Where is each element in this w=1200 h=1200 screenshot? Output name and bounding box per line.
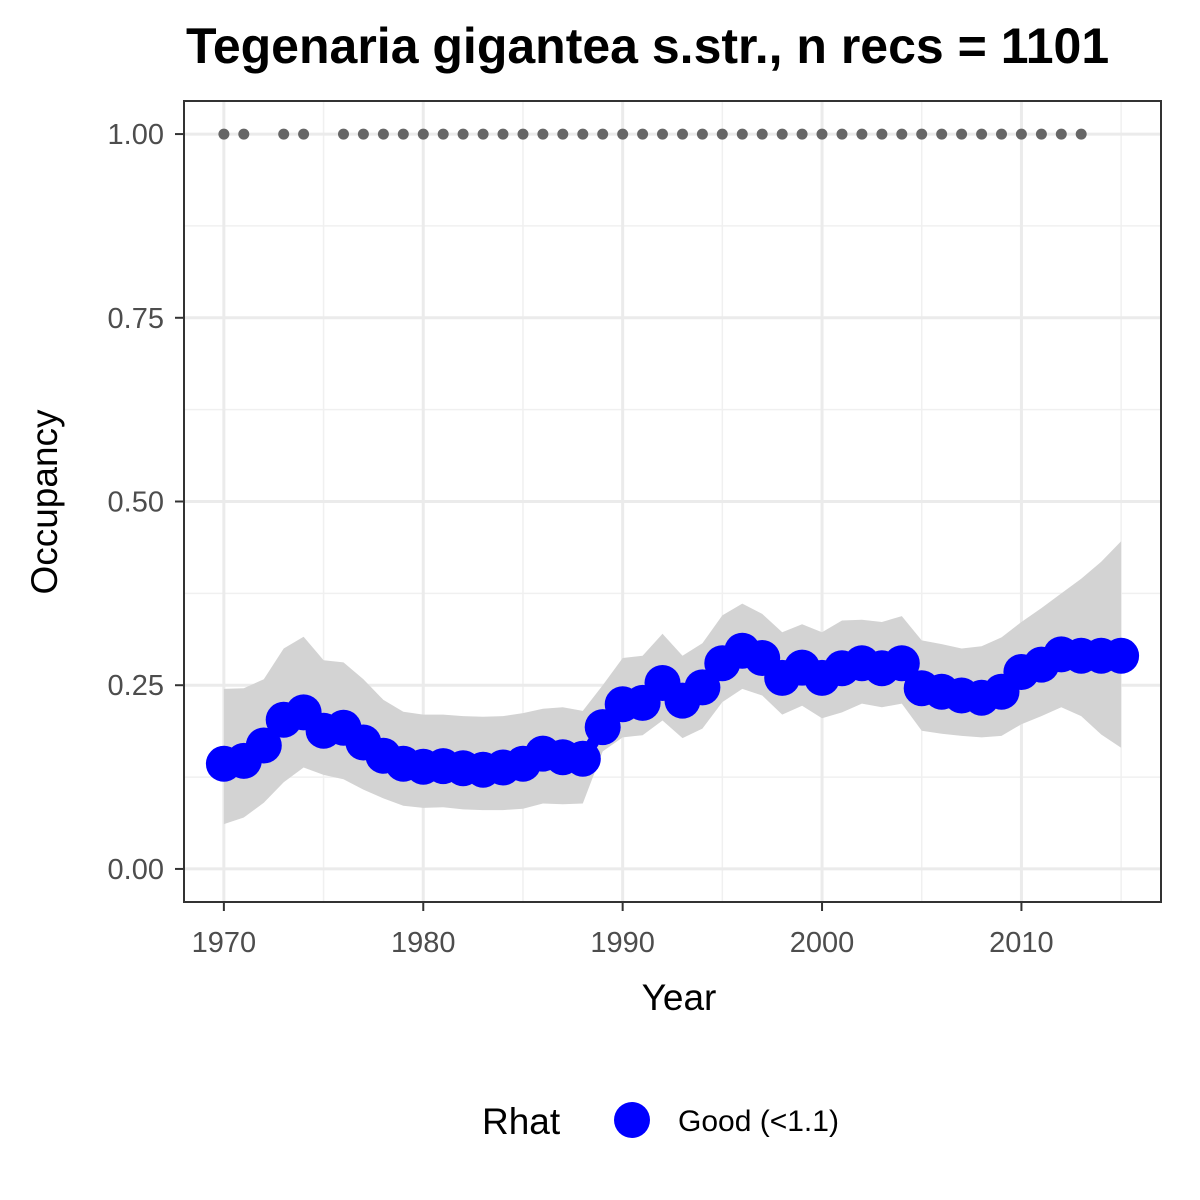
record-point [1075,128,1087,140]
record-point [776,128,788,140]
x-tick-label: 2010 [989,927,1054,959]
y-tick-label: 0.25 [108,670,164,702]
record-point [1055,128,1067,140]
record-point [517,128,529,140]
occupancy-point [1103,637,1140,674]
legend-title: Rhat [482,1101,561,1142]
x-tick-label: 2000 [790,927,855,959]
occupancy-point [883,645,920,682]
record-point [976,128,988,140]
record-point [936,128,948,140]
legend: Rhat Good (<1.1) [482,1101,839,1142]
record-point [1035,128,1047,140]
record-point [597,128,609,140]
occupancy-series [205,632,1140,788]
record-point [338,128,349,140]
legend-label-good: Good (<1.1) [678,1105,839,1138]
y-tick-label: 1.00 [108,119,164,151]
record-point [796,128,808,140]
record-points [218,128,1087,140]
record-point [716,128,728,140]
legend-swatch-good [614,1102,650,1138]
record-point [218,128,230,140]
record-point [856,128,868,140]
y-tick-label: 0.75 [108,303,164,335]
record-point [238,128,250,140]
record-point [497,128,509,140]
record-point [557,128,569,140]
record-point [836,128,848,140]
record-point [736,128,748,140]
x-tick-label: 1970 [192,927,257,959]
x-tick-label: 1980 [391,927,456,959]
record-point [278,128,290,140]
record-point [876,128,888,140]
record-point [657,128,668,140]
record-point [816,128,828,140]
record-point [457,128,469,140]
x-axis-title: Year [642,977,717,1018]
record-point [916,128,928,140]
record-point [617,128,629,140]
record-point [637,128,649,140]
record-point [577,128,589,140]
y-axis-title: Occupancy [24,409,65,595]
record-point [677,128,688,140]
record-point [696,128,708,140]
occupancy-point [564,740,601,777]
x-tick-label: 1990 [590,927,655,959]
record-point [298,128,310,140]
record-point [996,128,1007,140]
y-tick-label: 0.00 [108,854,164,886]
occupancy-point [684,669,721,706]
record-point [437,128,449,140]
chart-title: Tegenaria gigantea s.str., n recs = 1101 [186,18,1109,74]
record-point [357,128,369,140]
axis-ticks: 1970 1980 1990 2000 2010 0.00 0.25 0.50 0.75 1.00 [108,119,1054,959]
y-tick-label: 0.50 [108,487,164,519]
record-point [397,128,409,140]
record-point [377,128,389,140]
occupancy-point [245,727,282,764]
record-point [1015,128,1027,140]
record-point [896,128,908,140]
record-point [417,128,429,140]
record-point [477,128,489,140]
record-point [956,128,968,140]
record-point [537,128,549,140]
record-point [756,128,768,140]
